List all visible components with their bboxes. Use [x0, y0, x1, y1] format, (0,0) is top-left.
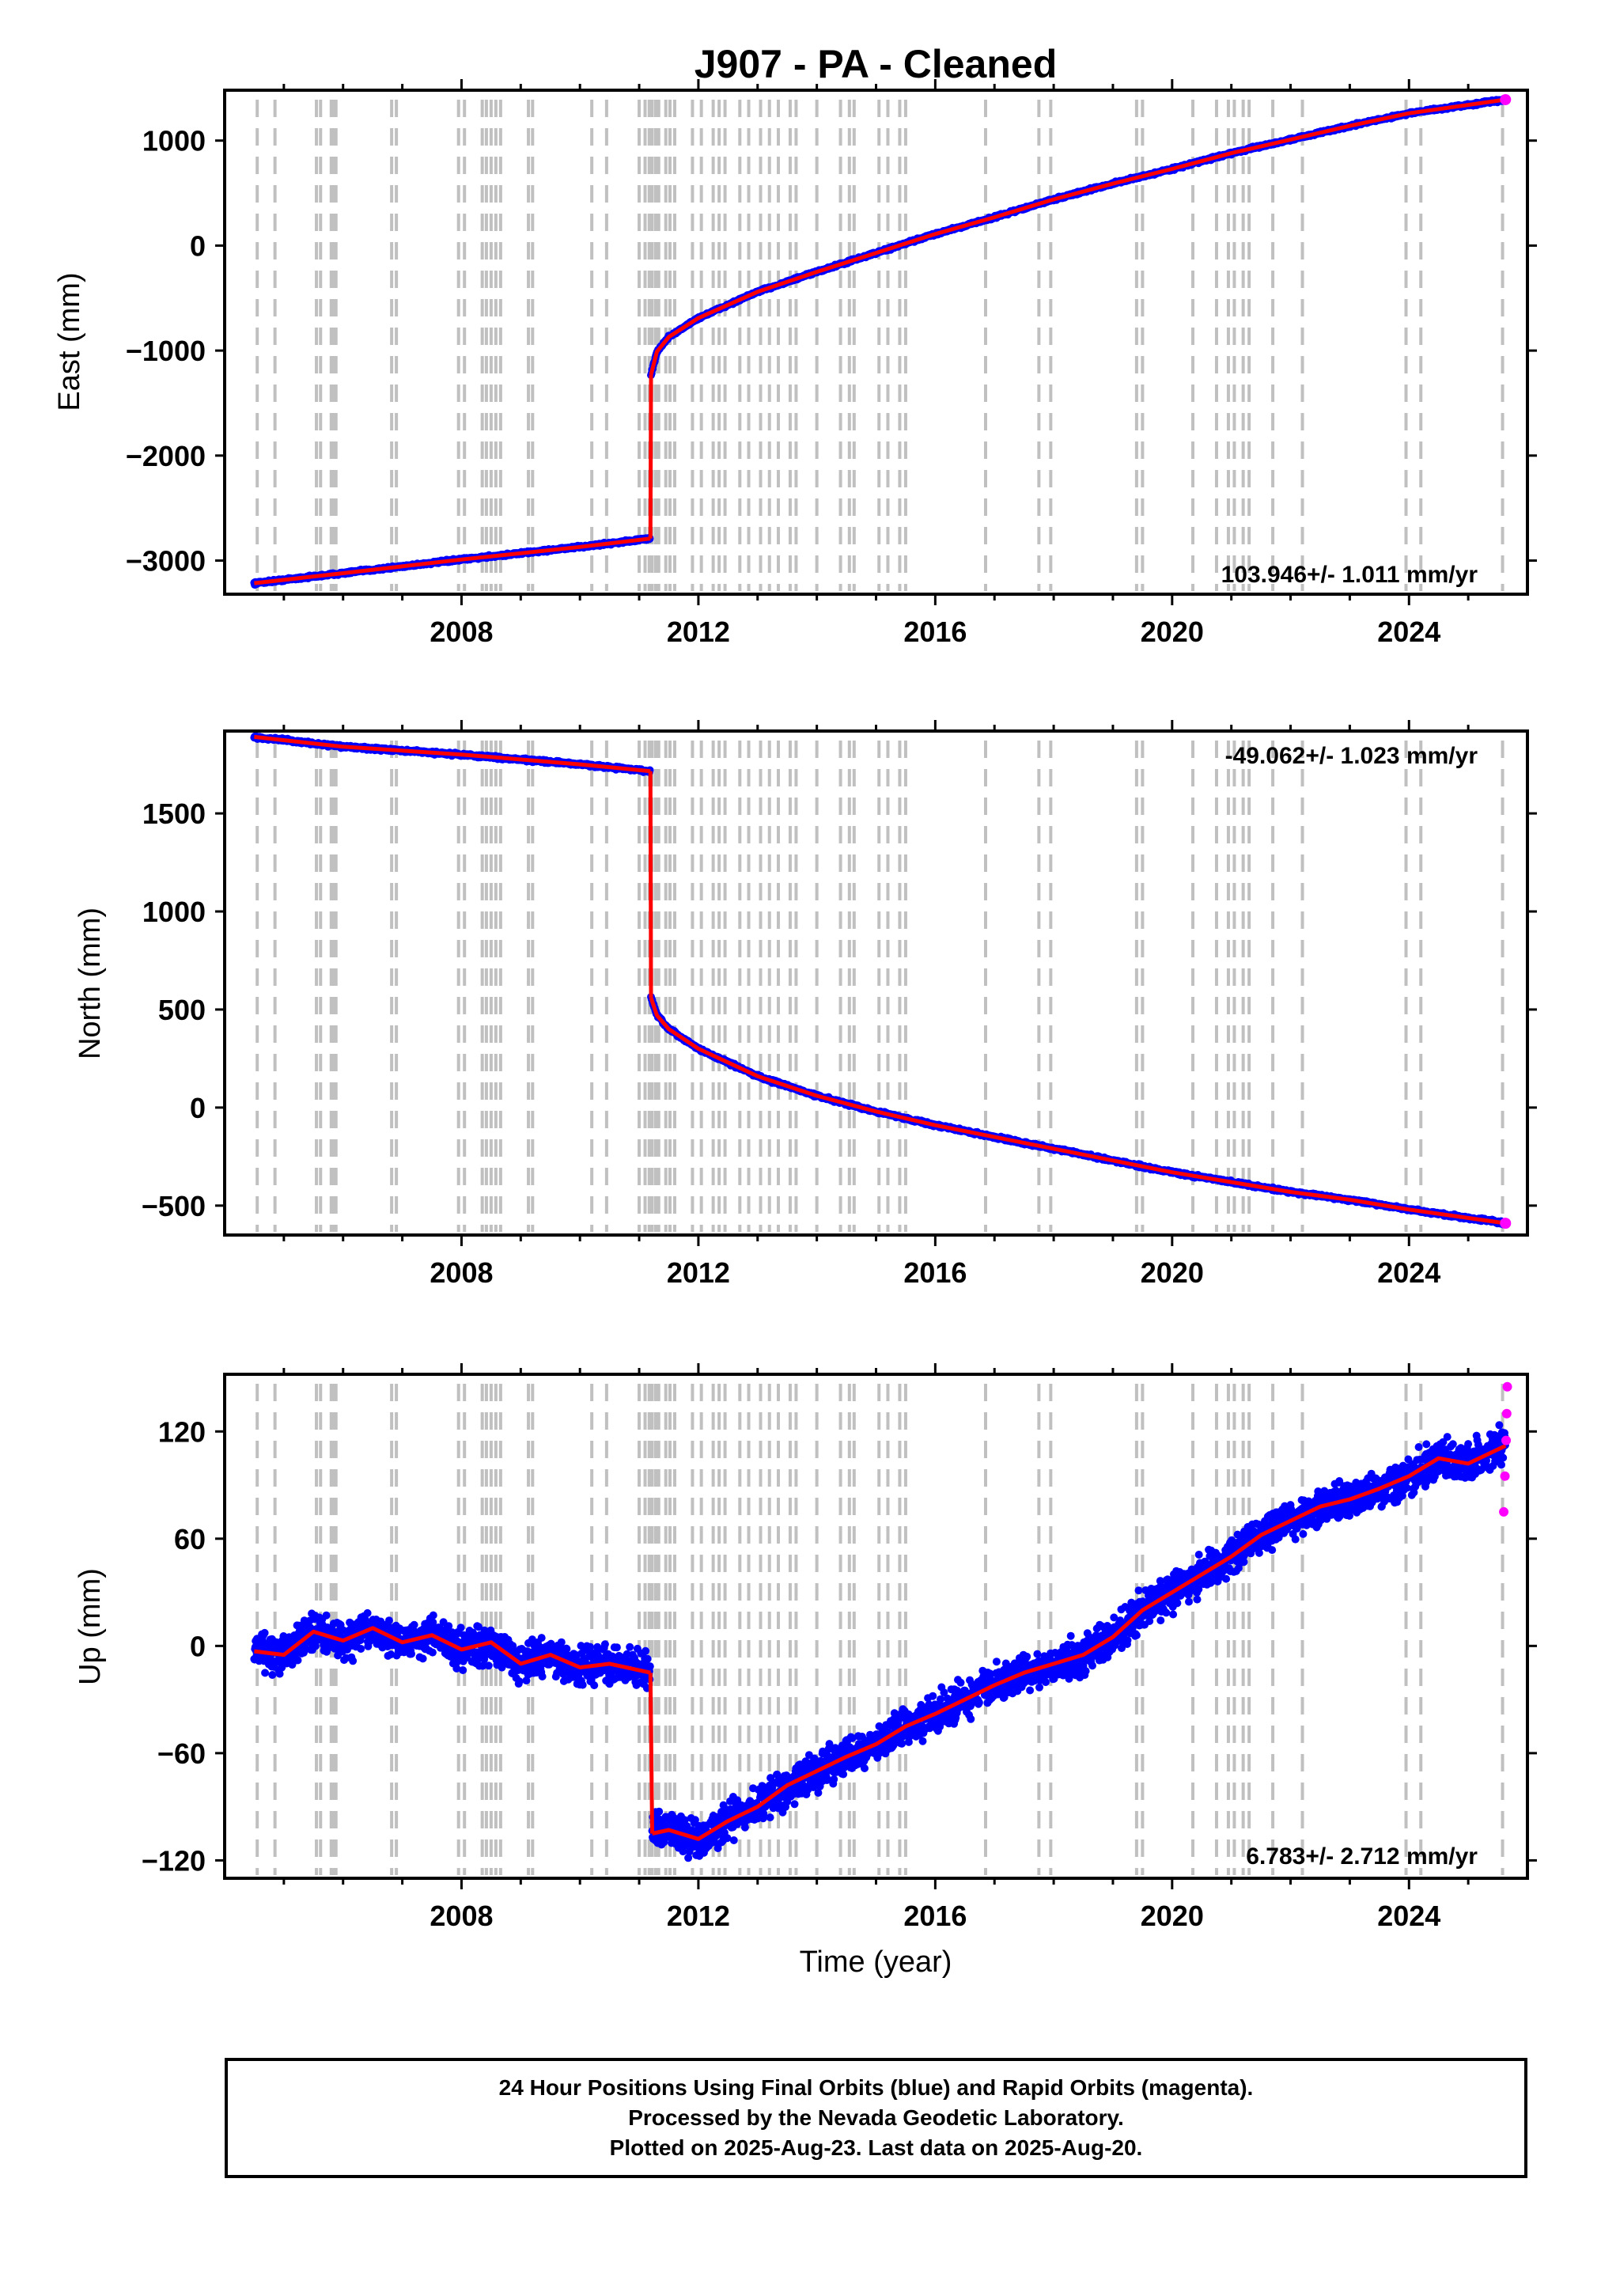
x-tick-label: 2016: [903, 616, 967, 648]
y-tick-label: 1500: [142, 798, 206, 830]
x-tick-label: 2008: [430, 616, 493, 648]
x-tick-label: 2024: [1377, 616, 1440, 648]
x-tick-label: 2012: [667, 616, 730, 648]
y-tick-label: −1000: [126, 335, 206, 367]
y-tick-label: −2000: [126, 440, 206, 472]
offset-line: [648, 374, 653, 539]
x-tick-label: 2020: [1141, 1256, 1204, 1289]
axes-frame-east: [223, 89, 1529, 596]
axes-frame-north: [223, 729, 1529, 1237]
y-tick-label: 0: [190, 1092, 206, 1124]
rapid-point: [1500, 1218, 1512, 1229]
series-up: [250, 1381, 1512, 1862]
x-ticks-north: 2008 2012 2016 2020 2024: [282, 720, 1470, 1289]
y-tick-label: 500: [158, 994, 206, 1026]
event-lines-east: [255, 100, 1504, 591]
x-tick-label: 2016: [903, 1256, 967, 1289]
rate-label-east: 103.946+/- 1.011 mm/yr: [1221, 562, 1478, 588]
y-tick-label: 1000: [142, 125, 206, 157]
y-tick-label: 0: [190, 229, 206, 262]
x-tick-label: 2024: [1377, 1256, 1440, 1289]
y-tick-label: 1000: [142, 896, 206, 928]
event-lines-north: [255, 741, 1504, 1232]
y-tick-label: −500: [142, 1190, 206, 1222]
series-north: [250, 732, 1512, 1229]
rapid-point: [1500, 93, 1512, 105]
panel-north: −500 0 500 1000 1500 2008 2012 2016 2020 2024 No…: [74, 720, 1537, 1289]
rate-label-north: -49.062+/- 1.023 mm/yr: [1225, 743, 1478, 769]
x-tick-label: 2008: [430, 1256, 493, 1289]
panel-east: −3000 −2000 −1000 0 1000 2008 2012 2016 2020 202…: [53, 79, 1537, 648]
series-east: [250, 93, 1512, 589]
y-tick-label: −3000: [126, 545, 206, 578]
x-tick-label: 2012: [667, 1256, 730, 1289]
offset-line: [648, 771, 653, 998]
x-tick-label: 2020: [1141, 616, 1204, 648]
y-axis-label-east: East (mm): [53, 272, 86, 411]
y-axis-label-north: North (mm): [74, 907, 107, 1059]
chart-title: J907 - PA - Cleaned: [695, 42, 1058, 86]
